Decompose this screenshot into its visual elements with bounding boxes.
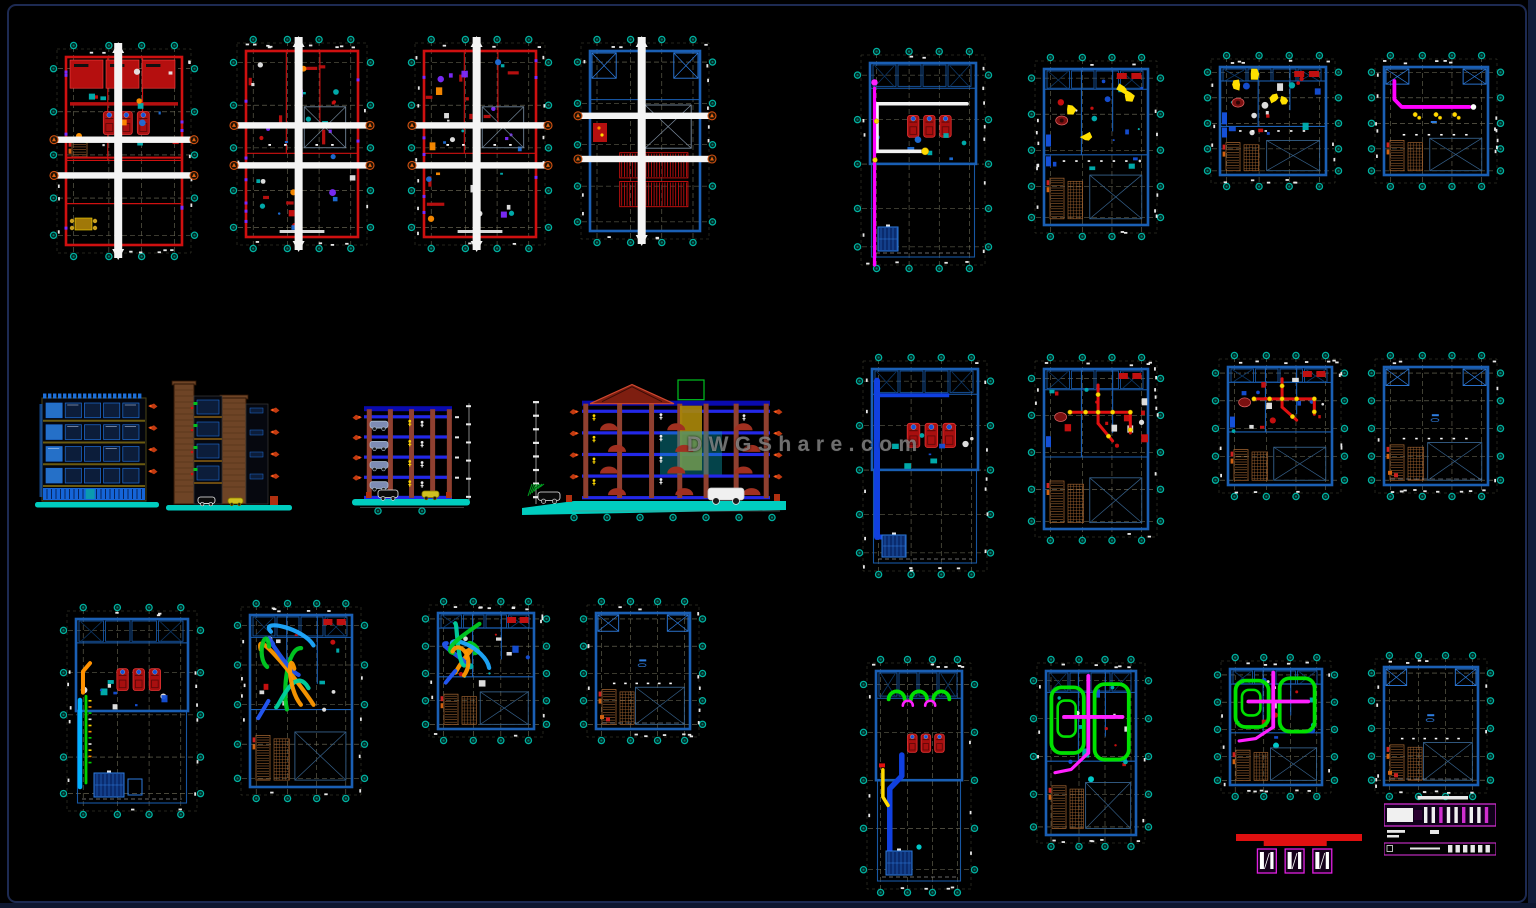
electrical-riser-plan[interactable] [852, 46, 994, 274]
side-elevation[interactable] [164, 376, 294, 516]
cross-section[interactable] [348, 390, 476, 516]
roof-plan-empty-2[interactable] [578, 596, 708, 746]
floor-plan-structural-ground[interactable] [48, 40, 200, 262]
floor-plan-architectural-2[interactable] [406, 34, 554, 254]
beam-detail[interactable] [1236, 832, 1362, 876]
sanitary-plan-2[interactable] [420, 596, 552, 746]
roof-plan-empty-1[interactable] [1366, 350, 1506, 502]
window-edge-right [1528, 0, 1536, 908]
water-supply-plan-1[interactable] [1028, 654, 1154, 852]
plumbing-riser-plan[interactable] [854, 352, 996, 580]
electrical-roof-plan[interactable] [1366, 50, 1506, 192]
roof-plan-hatched[interactable] [572, 34, 718, 248]
ventilation-riser-plan[interactable] [58, 602, 206, 820]
legend-block[interactable] [1384, 796, 1496, 860]
water-supply-plan-2[interactable] [1212, 652, 1340, 802]
water-riser-plan[interactable] [858, 654, 980, 898]
electrical-plan-2[interactable] [1202, 50, 1344, 192]
roof-plan-empty-3[interactable] [1366, 650, 1496, 802]
floor-plan-architectural-1[interactable] [228, 34, 376, 254]
window-edge-bottom [0, 903, 1536, 908]
electrical-plan-1[interactable] [1026, 52, 1166, 242]
front-elevation[interactable] [33, 386, 161, 514]
drainage-plan-1[interactable] [1026, 352, 1166, 546]
longitudinal-section[interactable] [520, 378, 792, 522]
sanitary-plan-1[interactable] [232, 598, 370, 804]
drainage-plan-2[interactable] [1210, 350, 1350, 502]
